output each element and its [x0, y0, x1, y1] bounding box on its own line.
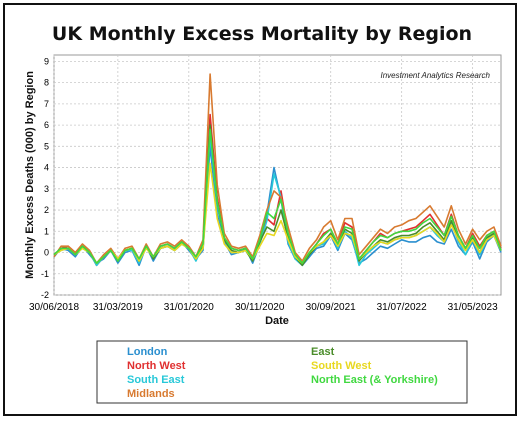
x-tick-label: 31/01/2020	[164, 302, 214, 313]
y-tick-label: 2	[44, 205, 49, 215]
chart-annotation: Investment Analytics Research	[380, 71, 490, 80]
y-tick-label: 4	[44, 163, 49, 173]
x-tick-label: 30/06/2018	[29, 302, 79, 313]
legend-item: East	[311, 346, 335, 358]
legend-item: North East (& Yorkshire)	[311, 374, 438, 386]
y-tick-label: 8	[44, 78, 49, 88]
x-tick-label: 30/09/2021	[306, 302, 356, 313]
y-tick-label: 7	[44, 99, 49, 109]
y-axis-label: Monthly Excess Deaths (000) by Region	[24, 71, 36, 279]
plot-area	[53, 54, 502, 296]
x-axis-label: Date	[265, 315, 289, 327]
y-tick-label: 1	[44, 226, 49, 236]
y-tick-label: 5	[44, 141, 49, 151]
legend-item: North West	[127, 360, 186, 372]
y-tick-label: -1	[41, 269, 49, 279]
y-tick-labels: -2 -1 0 1 2 3 4 5 6 7 8 9	[41, 56, 49, 300]
legend-item: South East	[127, 374, 185, 386]
legend-box	[96, 340, 468, 404]
series-lines	[53, 73, 502, 267]
x-tick-label: 30/11/2020	[235, 302, 285, 313]
y-tick-label: -2	[41, 290, 49, 300]
y-tick-label: 9	[44, 56, 49, 66]
series-line-midlands	[53, 73, 502, 264]
legend-item: London	[127, 346, 168, 358]
legend: London North West South East Midlands East So…	[127, 346, 438, 400]
x-tick-label: 31/07/2022	[377, 302, 427, 313]
x-tick-label: 31/03/2019	[93, 302, 143, 313]
legend-item: Midlands	[127, 388, 175, 400]
y-tick-label: 6	[44, 120, 49, 130]
legend-item: South West	[311, 360, 372, 372]
y-tick-label: 0	[44, 248, 49, 258]
x-tick-label: 31/05/2023	[448, 302, 498, 313]
y-tick-label: 3	[44, 184, 49, 194]
series-line-north-east-yorkshire	[53, 128, 502, 264]
x-tick-labels: 30/06/2018 31/03/2019 31/01/2020 30/11/2020…	[29, 302, 498, 313]
chart-title: UK Monthly Excess Mortality by Region	[52, 23, 472, 45]
